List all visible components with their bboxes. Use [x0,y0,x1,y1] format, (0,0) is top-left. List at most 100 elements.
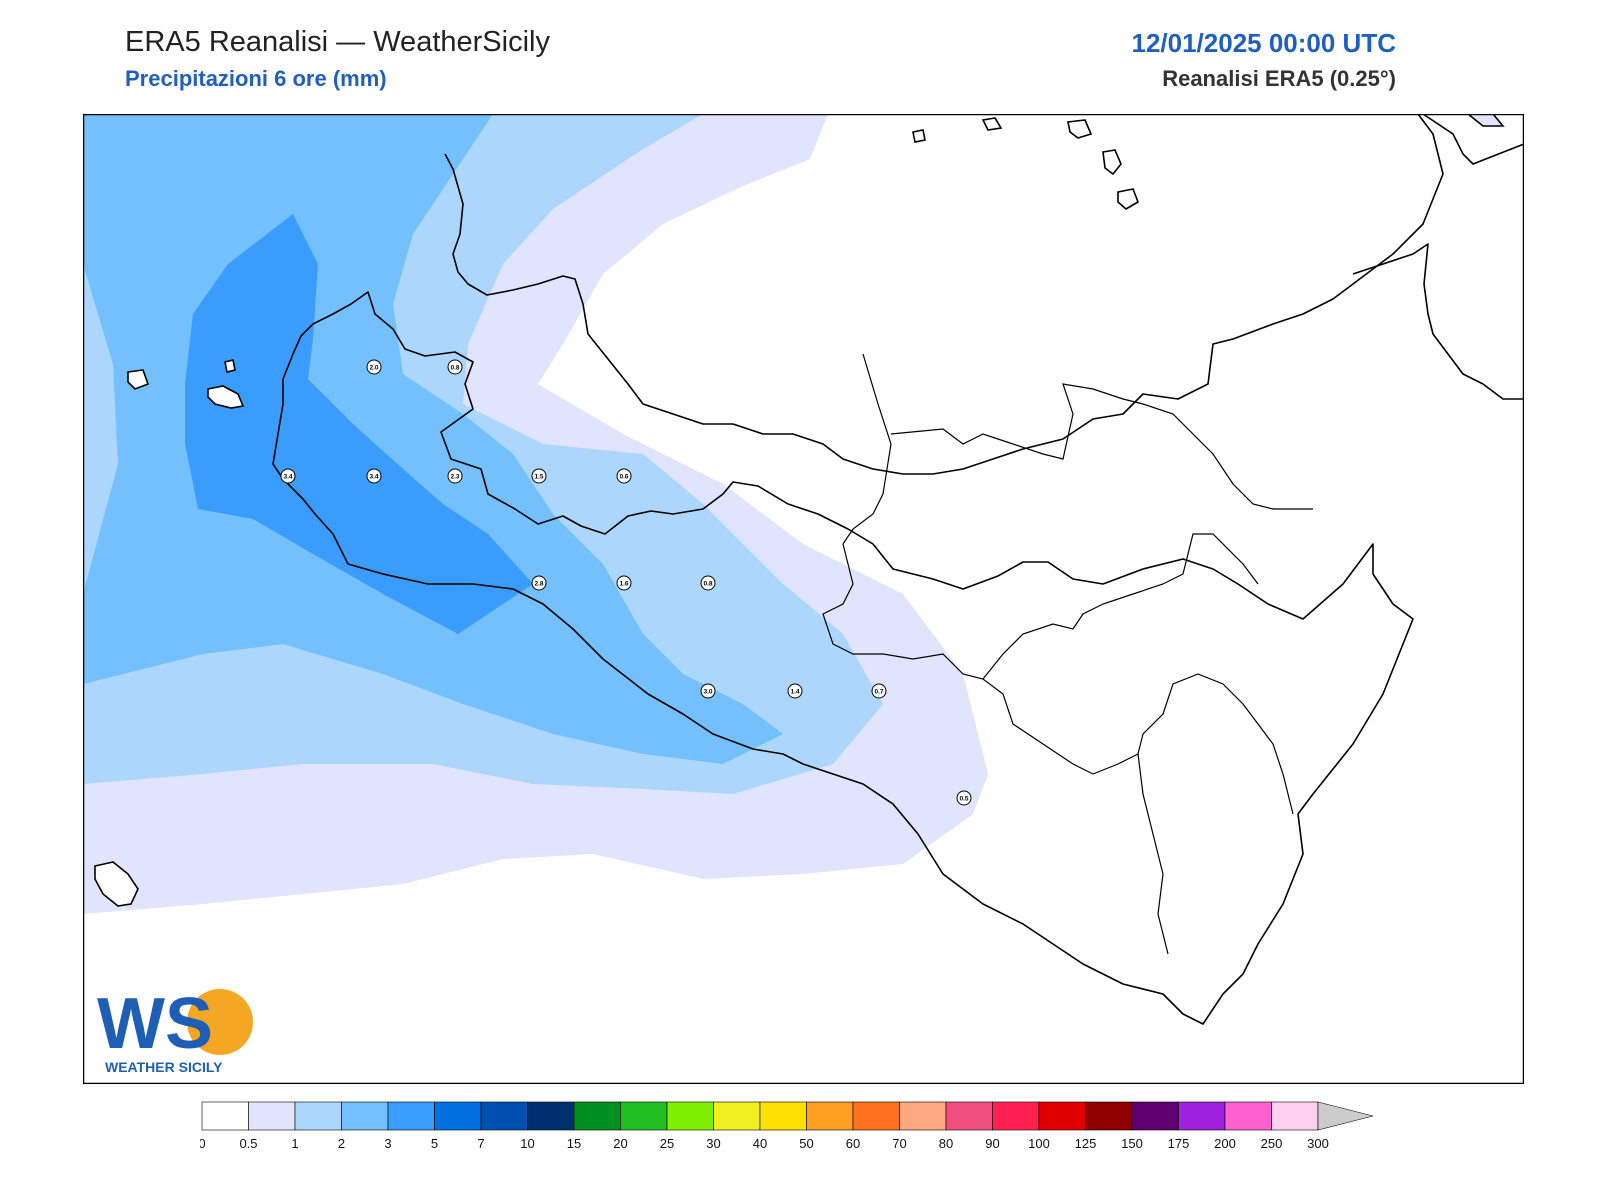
boundary-6 [1137,753,1169,955]
colorbar-tick-label: 20 [613,1136,627,1151]
logo-sun-icon [187,989,253,1055]
islands [94,114,1505,907]
colorbar-extend-arrow [1317,1101,1374,1131]
colorbar-cell [899,1101,947,1131]
colorbar-cells [201,1101,1374,1131]
colorbar-tick-label: 15 [567,1136,581,1151]
colorbar-cell [620,1101,668,1131]
station-value: 3.4 [369,474,378,481]
colorbar-tick-label: 250 [1261,1136,1283,1151]
station-marker [531,468,547,484]
colorbar-cell [1038,1101,1086,1131]
station-marker [447,359,463,375]
colorbar-tick-label: 30 [706,1136,720,1151]
colorbar-cell [1271,1101,1319,1131]
colorbar-cell [341,1101,389,1131]
station-marker [447,468,463,484]
colorbar-tick-label: 100 [1028,1136,1050,1151]
valid-datetime: 12/01/2025 00:00 UTC [1131,28,1396,58]
sicily-coast [272,291,1414,1025]
colorbar-cell [945,1101,993,1131]
colorbar-tick-label: 3 [384,1136,391,1151]
colorbar-tick-label: 10 [520,1136,534,1151]
colorbar-tick-label: 2 [338,1136,345,1151]
colorbar-tick-label: 60 [846,1136,860,1151]
colorbar-cell [992,1101,1040,1131]
colorbar-tick-label: 80 [939,1136,953,1151]
colorbar-cell [201,1101,249,1131]
island-vulcano [1117,188,1139,210]
colorbar-tick-label: 300 [1307,1136,1329,1151]
colorbar-tick-label: 90 [985,1136,999,1151]
boundary-2 [890,383,1313,510]
colorbar-cell [527,1101,575,1131]
colorbar-tick-label: 5 [431,1136,438,1151]
island-marettimo [127,369,150,390]
colorbar-cell [806,1101,854,1131]
logo-text: WEATHER SICILY [105,1059,223,1075]
colorbar-tick-label: 70 [892,1136,906,1151]
station-value: 3.4 [283,474,292,481]
station-marker [956,790,972,806]
boundary-1 [842,353,892,545]
station-value: 0.8 [703,581,712,588]
precip-band-3 [185,214,533,634]
colorbar-tick-label: 150 [1121,1136,1143,1151]
colorbar-cell [387,1101,435,1131]
island-pantelleria [94,861,139,907]
station-marker [616,468,632,484]
colorbar-cell [852,1101,900,1131]
colorbar-cell [1085,1101,1133,1131]
colorbar-cell [713,1101,761,1131]
colorbar-tick-label: 200 [1214,1136,1236,1151]
north-coast-right [1422,114,1524,165]
colorbar-tick-label: 0 [200,1136,206,1151]
island-alicudi [981,117,1003,131]
station-value: 1.5 [534,474,543,481]
station-value: 2.3 [450,474,459,481]
province-boundaries [822,353,1313,955]
colorbar-tick-labels: 0 0.5 1 2 3 5 7 10 15 20 25 30 40 50 60 70 80 90 100 125 150… [200,1136,1329,1151]
colorbar-tick-label: 25 [660,1136,674,1151]
island-ustica [912,129,926,143]
colorbar-cell [1178,1101,1226,1131]
colorbar-cell [434,1101,482,1131]
station-marker [280,468,296,484]
station-value: 0.5 [959,796,968,803]
logo-letters: WS [97,984,213,1064]
calabria-coast [444,114,1444,475]
station-value: 2.8 [534,581,543,588]
colorbar-cell [1131,1101,1179,1131]
station-marker [531,575,547,591]
station-marker [871,683,887,699]
station-value: 3.0 [703,689,712,696]
colorbar-cell [294,1101,342,1131]
colorbar-tick-label: 50 [799,1136,813,1151]
colorbar-tick-label: 0.5 [239,1136,257,1151]
boundary-3 [822,543,1094,775]
station-value: 0.7 [874,689,883,696]
station-marker [700,575,716,591]
island-stromboli [1466,114,1505,127]
station-value: 1.4 [790,689,799,696]
island-lipari [1067,119,1093,139]
map-subtitle: Precipitazioni 6 ore (mm) [125,66,387,91]
colorbar-tick-label: 7 [477,1136,484,1151]
station-marker [700,683,716,699]
data-source: Reanalisi ERA5 (0.25°) [1162,66,1396,91]
station-value: 1.6 [619,581,628,588]
precipitation-colorbar: 0 0.5 1 2 3 5 7 10 15 20 25 30 40 50 60 70 80 90 100 125 150… [200,1101,1374,1151]
station-marker [366,359,382,375]
colorbar-cell [573,1101,621,1131]
colorbar-tick-label: 125 [1075,1136,1097,1151]
station-value: 2.0 [369,365,378,372]
station-markers: 2.0 0.8 3.4 3.4 2.3 1.5 0.6 2.8 1.6 0.8 3.0 1.4 0.7 0… [280,359,972,806]
station-marker [616,575,632,591]
precipitation-map: 2.0 0.8 3.4 3.4 2.3 1.5 0.6 2.8 1.6 0.8 3.0 1.4 0.7 0… [83,114,1524,1084]
colorbar-cell [480,1101,528,1131]
calabria-east-coast [1352,243,1524,400]
station-value: 0.8 [450,365,459,372]
weathersicily-logo: WS WEATHER SICILY [97,984,253,1075]
coastlines [272,114,1524,1025]
map-title: ERA5 Reanalisi — WeatherSicily [125,26,550,58]
